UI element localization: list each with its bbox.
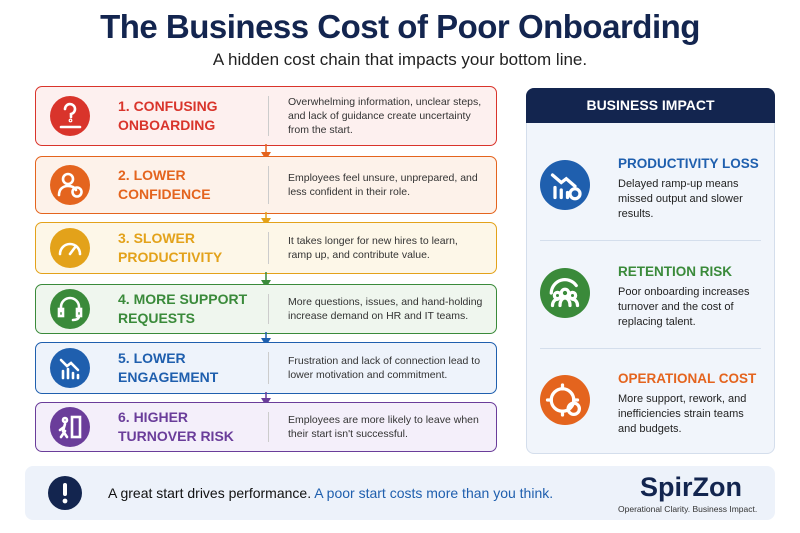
subtitle: A hidden cost chain that impacts your bo…	[212, 50, 588, 69]
divider	[268, 96, 269, 136]
icon-shape	[50, 228, 90, 268]
brand: SpirZon	[640, 472, 742, 502]
step-title: 1. CONFUSING ONBOARDING	[118, 98, 218, 133]
step-card	[35, 222, 497, 274]
impact-text: More support, rework, and inefficiencies…	[618, 393, 747, 435]
icon	[50, 165, 90, 205]
icon-shape	[540, 160, 590, 210]
footer	[25, 466, 775, 520]
icon	[50, 407, 90, 447]
icon-shape	[50, 165, 90, 205]
step-title: 4. MORE SUPPORT REQUESTS	[118, 291, 248, 326]
icon	[50, 289, 90, 329]
icon	[50, 348, 90, 388]
step-title: 6. HIGHER TURNOVER RISK	[118, 409, 234, 444]
icon	[540, 160, 590, 210]
step-title: 3. SLOWER PRODUCTIVITY	[118, 230, 223, 265]
step-text: Frustration and lack of connection lead …	[288, 355, 481, 381]
footer-message: A great start drives performance. A poor…	[108, 485, 553, 501]
separator	[540, 348, 761, 349]
step-text: Overwhelming information, unclear steps,…	[288, 96, 482, 136]
icon-shape	[540, 375, 590, 425]
alert-icon	[48, 476, 82, 510]
icon	[50, 228, 90, 268]
icon-shape	[50, 407, 90, 447]
impact-text: Delayed ramp-up means missed output and …	[618, 178, 743, 220]
impact-title: OPERATIONAL COST	[618, 371, 757, 386]
step-text: Employees are more likely to leave when …	[288, 414, 479, 440]
separator	[540, 240, 761, 241]
impact-text: Poor onboarding increases turnover and t…	[618, 286, 750, 328]
impact-title: PRODUCTIVITY LOSS	[618, 156, 759, 171]
icon-shape	[50, 289, 90, 329]
step-card	[35, 402, 497, 452]
step-text: Employees feel unsure, unprepared, and l…	[288, 172, 478, 198]
icon	[50, 96, 90, 136]
step-title: 2. LOWER CONFIDENCE	[118, 167, 211, 202]
divider	[268, 412, 269, 442]
title: The Business Cost of Poor Onboarding	[100, 8, 700, 45]
step-text: It takes longer for new hires to learn, …	[288, 235, 458, 261]
icon	[540, 268, 590, 318]
divider	[268, 294, 269, 324]
highlight: A poor start costs more than you think.	[314, 485, 554, 501]
icon	[540, 375, 590, 425]
icon-shape	[50, 348, 90, 388]
divider	[268, 166, 269, 204]
tagline: Operational Clarity. Business Impact.	[618, 504, 758, 514]
divider	[268, 232, 269, 264]
icon-shape	[50, 96, 90, 136]
step-card	[35, 156, 497, 214]
impact-header: BUSINESS IMPACT	[526, 88, 775, 123]
divider	[268, 352, 269, 384]
icon-shape	[540, 268, 590, 318]
message: A great start drives performance.	[108, 485, 312, 501]
impact-title: RETENTION RISK	[618, 264, 733, 279]
step-text: More questions, issues, and hand-holding…	[288, 296, 483, 322]
step-title: 5. LOWER ENGAGEMENT	[118, 350, 219, 385]
